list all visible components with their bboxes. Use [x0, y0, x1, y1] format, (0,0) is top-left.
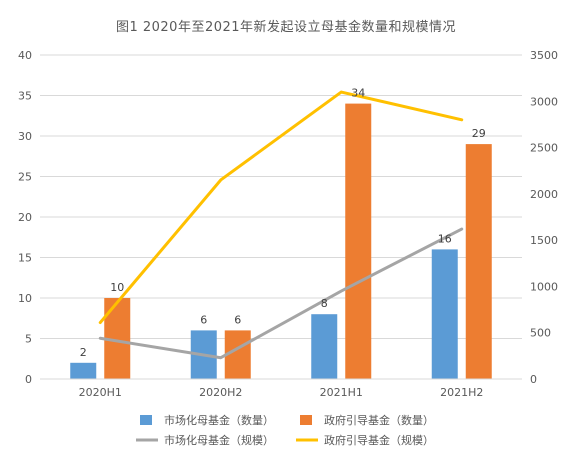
y-left-tick-label: 15 [18, 252, 32, 265]
bar-data-label: 8 [321, 297, 328, 310]
y-right-tick-label: 3000 [530, 95, 558, 108]
y-left-tick-label: 20 [18, 211, 32, 224]
legend-entry: 政府引导基金（规模） [324, 433, 434, 447]
chart-title: 图1 2020年至2021年新发起设立母基金数量和规模情况 [116, 19, 456, 35]
bar [345, 103, 372, 379]
bar [431, 249, 458, 379]
y-left-tick-label: 25 [18, 171, 32, 184]
lines [98, 90, 464, 360]
bar [311, 314, 338, 379]
bar-data-label: 2 [80, 346, 87, 359]
y-right-tick-label: 0 [530, 373, 537, 386]
series-line [98, 90, 464, 325]
legend: 市场化母基金（数量） 政府引导基金（数量） 市场化母基金（规模） 政府引导基金（规模） [136, 413, 434, 447]
y-right-tick-label: 1000 [530, 280, 558, 293]
x-tick-label: 2020H1 [79, 386, 122, 399]
bar-data-label: 34 [351, 87, 365, 100]
legend-entry: 市场化母基金（规模） [164, 433, 274, 447]
x-tick-label: 2020H2 [199, 386, 242, 399]
y-left-tick-label: 40 [18, 49, 32, 62]
axes: 0 5 10 15 20 25 30 35 40 0 500 1000 1500 2000 2500 3000… [18, 49, 558, 399]
bar-data-label: 6 [234, 313, 241, 326]
legend-entry: 市场化母基金（数量） [164, 413, 274, 427]
legend-swatch-bar [140, 415, 152, 425]
y-right-tick-label: 500 [530, 327, 551, 340]
y-left-tick-label: 30 [18, 130, 32, 143]
y-right-tick-label: 1500 [530, 234, 558, 247]
bar [465, 144, 492, 379]
x-tick-label: 2021H1 [320, 386, 363, 399]
y-left-tick-label: 10 [18, 292, 32, 305]
bar-data-label: 10 [110, 281, 124, 294]
bar-data-label: 6 [200, 313, 207, 326]
y-right-tick-label: 2500 [530, 142, 558, 155]
bar [70, 362, 97, 379]
data-labels: 2 6 8 16 10 6 34 29 [80, 87, 486, 359]
bar-data-label: 16 [438, 232, 452, 245]
y-right-tick-label: 3500 [530, 49, 558, 62]
y-left-tick-label: 35 [18, 90, 32, 103]
y-left-tick-label: 0 [25, 373, 32, 386]
y-left-tick-label: 5 [25, 333, 32, 346]
series-line [98, 227, 464, 360]
y-right-tick-label: 2000 [530, 188, 558, 201]
bars [70, 103, 492, 379]
legend-entry: 政府引导基金（数量） [324, 413, 434, 427]
legend-swatch-bar [300, 415, 312, 425]
bar-data-label: 29 [472, 127, 486, 140]
x-tick-label: 2021H2 [440, 386, 483, 399]
